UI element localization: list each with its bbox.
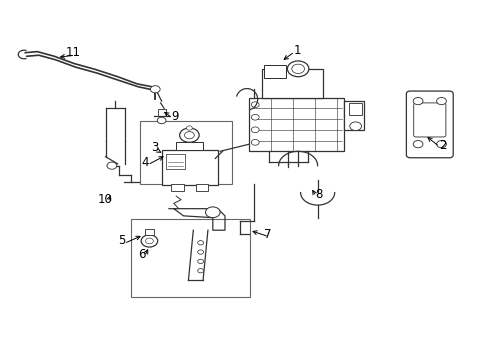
- Text: 4: 4: [141, 156, 148, 169]
- Bar: [261, 69, 322, 98]
- Bar: [161, 149, 217, 185]
- Text: 6: 6: [138, 248, 145, 261]
- Circle shape: [197, 240, 203, 245]
- Circle shape: [145, 238, 153, 244]
- Text: 8: 8: [314, 188, 322, 201]
- Bar: [344, 101, 363, 130]
- Text: 10: 10: [98, 193, 113, 206]
- Text: 11: 11: [65, 46, 80, 59]
- Bar: [131, 220, 250, 297]
- Circle shape: [251, 102, 259, 108]
- Text: 1: 1: [293, 44, 300, 57]
- Circle shape: [436, 140, 446, 148]
- Bar: [166, 154, 184, 169]
- Text: 5: 5: [118, 234, 125, 247]
- Circle shape: [179, 128, 199, 142]
- Circle shape: [141, 235, 158, 247]
- FancyBboxPatch shape: [406, 91, 452, 158]
- Text: 3: 3: [151, 141, 159, 154]
- Bar: [348, 103, 361, 116]
- Circle shape: [197, 269, 203, 273]
- Bar: [249, 98, 344, 151]
- Bar: [264, 65, 285, 78]
- Bar: [140, 121, 232, 184]
- Circle shape: [107, 162, 117, 169]
- Circle shape: [150, 86, 160, 93]
- Circle shape: [436, 98, 446, 105]
- Text: 7: 7: [264, 228, 271, 241]
- Circle shape: [205, 207, 220, 218]
- FancyBboxPatch shape: [413, 103, 445, 137]
- Circle shape: [251, 127, 259, 133]
- Text: 9: 9: [171, 110, 179, 123]
- Circle shape: [251, 114, 259, 120]
- Bar: [195, 184, 207, 191]
- Circle shape: [287, 61, 308, 77]
- Circle shape: [184, 132, 194, 139]
- Bar: [144, 229, 154, 235]
- Circle shape: [157, 117, 165, 124]
- Circle shape: [412, 140, 422, 148]
- Bar: [176, 142, 203, 149]
- Text: 2: 2: [438, 139, 446, 152]
- Circle shape: [412, 98, 422, 105]
- Bar: [171, 184, 183, 191]
- Bar: [158, 109, 165, 116]
- Circle shape: [197, 250, 203, 254]
- Circle shape: [197, 259, 203, 264]
- Circle shape: [349, 122, 361, 131]
- Circle shape: [291, 64, 304, 73]
- Circle shape: [251, 139, 259, 145]
- Circle shape: [186, 126, 192, 130]
